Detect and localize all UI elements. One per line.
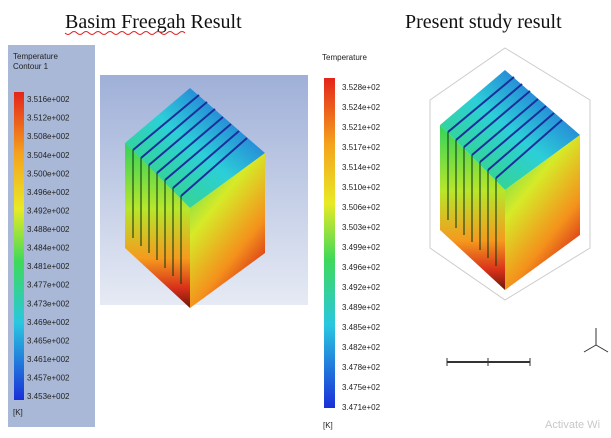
left-unit: [K] (13, 408, 23, 417)
figure: Basim Freegah Result Present study resul… (0, 0, 611, 438)
legend-label: 3.524e+02 (342, 103, 381, 112)
legend-label: 3.477e+002 (27, 281, 70, 290)
legend-label: 3.489e+02 (342, 303, 381, 312)
legend-label: 3.517e+02 (342, 143, 381, 152)
legend-label: 3.453e+002 (27, 392, 70, 401)
legend-label: 3.521e+02 (342, 123, 381, 132)
legend-label: 3.485e+02 (342, 323, 381, 332)
legend-label: 3.506e+02 (342, 203, 381, 212)
legend-label: 3.512e+002 (27, 114, 70, 123)
left-color-bar (14, 92, 24, 400)
left-legend-subtitle: Contour 1 (13, 62, 49, 71)
right-heat-sink (440, 70, 580, 290)
right-color-bar (324, 78, 335, 408)
legend-label: 3.482e+02 (342, 343, 381, 352)
legend-label: 3.473e+002 (27, 299, 70, 308)
scale-bar (447, 358, 530, 366)
legend-label: 3.514e+02 (342, 163, 381, 172)
legend-label: 3.478e+02 (342, 363, 381, 372)
legend-label: 3.469e+002 (27, 318, 70, 327)
axis-triad (584, 328, 608, 352)
legend-label: 3.516e+002 (27, 95, 70, 104)
legend-label: 3.492e+002 (27, 206, 70, 215)
left-title: Basim Freegah Result (65, 11, 242, 33)
legend-label: 3.504e+002 (27, 151, 70, 160)
legend-label: 3.461e+002 (27, 355, 70, 364)
legend-label: 3.484e+002 (27, 244, 70, 253)
legend-label: 3.488e+002 (27, 225, 70, 234)
legend-label: 3.481e+002 (27, 262, 70, 271)
legend-label: 3.465e+002 (27, 336, 70, 345)
legend-label: 3.528e+02 (342, 83, 381, 92)
legend-label: 3.503e+02 (342, 223, 381, 232)
legend-label: 3.471e+02 (342, 403, 381, 412)
right-legend-labels: 3.528e+02 3.524e+02 3.521e+02 3.517e+02 3.51… (342, 83, 381, 412)
legend-label: 3.496e+002 (27, 188, 70, 197)
right-legend-title: Temperature (322, 53, 367, 62)
legend-label: 3.510e+02 (342, 183, 381, 192)
legend-label: 3.508e+002 (27, 132, 70, 141)
legend-label: 3.496e+02 (342, 263, 381, 272)
legend-label: 3.475e+02 (342, 383, 381, 392)
right-unit: [K] (323, 421, 333, 430)
legend-label: 3.499e+02 (342, 243, 381, 252)
left-legend-title: Temperature (13, 52, 58, 61)
legend-label: 3.500e+002 (27, 169, 70, 178)
legend-label: 3.457e+002 (27, 374, 70, 383)
left-legend-labels: 3.516e+002 3.512e+002 3.508e+002 3.504e+002… (27, 95, 70, 401)
os-watermark: Activate Wi (545, 419, 600, 431)
legend-label: 3.492e+02 (342, 283, 381, 292)
right-title: Present study result (405, 11, 562, 33)
